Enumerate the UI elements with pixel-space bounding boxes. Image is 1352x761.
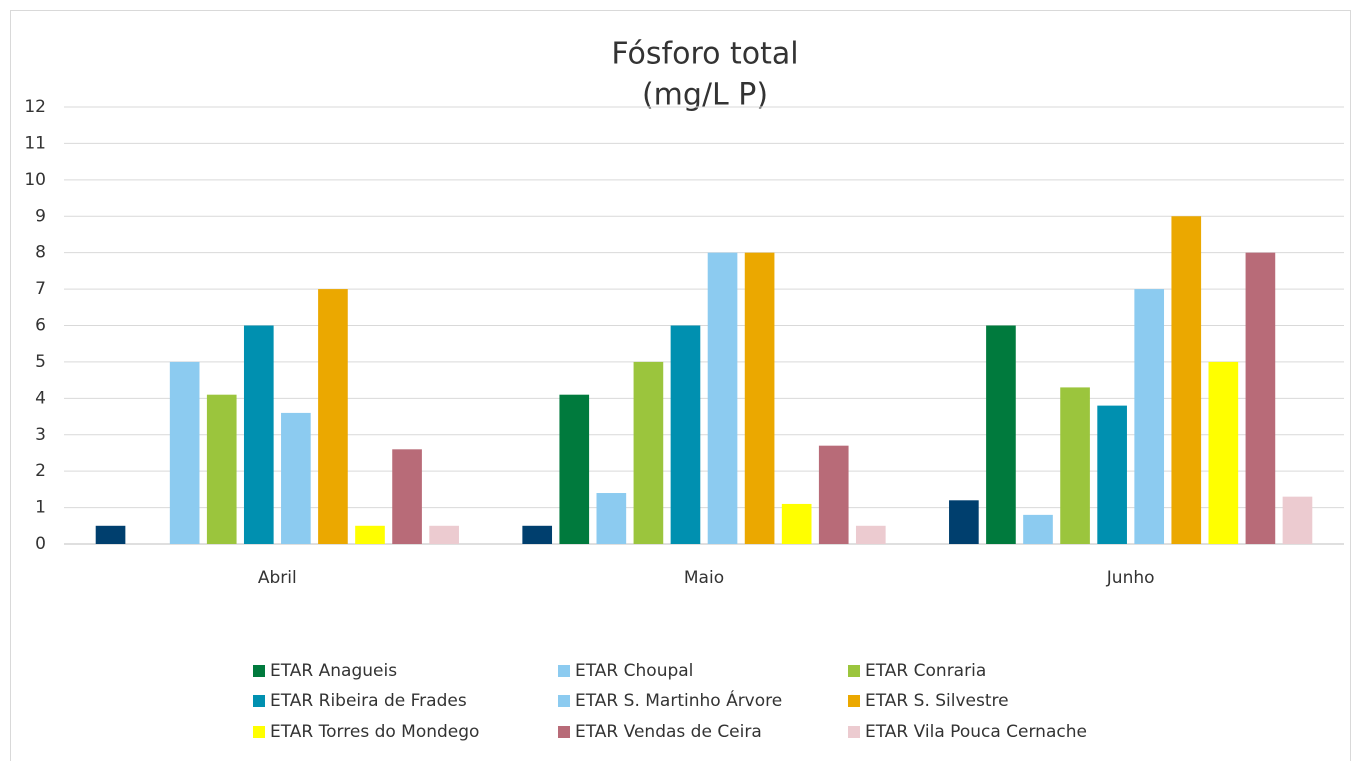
bar bbox=[949, 500, 979, 544]
bar bbox=[522, 525, 553, 544]
bar bbox=[707, 252, 738, 544]
y-tick-label: 10 bbox=[24, 170, 46, 190]
bar bbox=[818, 445, 849, 544]
legend-swatch bbox=[848, 695, 860, 707]
legend-label: ETAR Choupal bbox=[575, 661, 693, 681]
legend-label: ETAR Vila Pouca Cernache bbox=[865, 722, 1087, 742]
bar bbox=[95, 525, 126, 544]
bar bbox=[855, 525, 886, 544]
bar bbox=[1097, 405, 1127, 544]
y-tick-label: 8 bbox=[35, 243, 46, 263]
bar bbox=[670, 325, 701, 544]
y-tick-label: 2 bbox=[35, 461, 46, 481]
bar bbox=[596, 493, 627, 544]
x-tick-label: Abril bbox=[258, 568, 297, 588]
y-tick-label: 6 bbox=[35, 316, 46, 336]
bar bbox=[1171, 216, 1202, 544]
bar bbox=[1282, 496, 1313, 544]
bar bbox=[318, 289, 348, 544]
y-tick-label: 11 bbox=[24, 133, 46, 153]
bar bbox=[1023, 514, 1053, 544]
bar bbox=[355, 525, 385, 544]
bar bbox=[1208, 361, 1239, 544]
legend-swatch bbox=[253, 726, 265, 738]
y-tick-label: 0 bbox=[35, 534, 46, 554]
bar bbox=[243, 325, 274, 544]
y-tick-label: 3 bbox=[35, 425, 46, 445]
y-tick-label: 1 bbox=[35, 498, 46, 518]
bar bbox=[281, 412, 311, 544]
legend-swatch bbox=[253, 665, 265, 677]
legend-label: ETAR Torres do Mondego bbox=[270, 722, 479, 742]
legend-swatch bbox=[558, 695, 570, 707]
legend-label: ETAR Anagueis bbox=[270, 661, 397, 681]
legend-label: ETAR Conraria bbox=[865, 661, 986, 681]
x-tick-label: Junho bbox=[1106, 568, 1155, 588]
y-tick-label: 4 bbox=[35, 388, 46, 408]
legend-swatch bbox=[558, 665, 570, 677]
bar bbox=[206, 394, 237, 544]
bar bbox=[781, 503, 812, 544]
legend-label: ETAR Ribeira de Frades bbox=[270, 691, 467, 711]
x-tick-label: Maio bbox=[684, 568, 724, 588]
bar bbox=[392, 449, 422, 544]
chart-title: Fósforo total bbox=[611, 37, 798, 72]
bar bbox=[429, 525, 459, 544]
y-tick-label: 12 bbox=[24, 97, 46, 117]
y-tick-label: 7 bbox=[35, 279, 46, 299]
bar bbox=[559, 394, 590, 544]
legend-label: ETAR S. Silvestre bbox=[865, 691, 1009, 711]
bar bbox=[1060, 387, 1090, 544]
legend-swatch bbox=[848, 726, 860, 738]
legend-swatch bbox=[253, 695, 265, 707]
bar bbox=[169, 361, 200, 544]
legend-swatch bbox=[558, 726, 570, 738]
y-tick-label: 5 bbox=[35, 352, 46, 372]
bar bbox=[1245, 252, 1276, 544]
bar bbox=[744, 252, 775, 544]
bar bbox=[633, 361, 664, 544]
bar bbox=[986, 325, 1016, 544]
y-tick-label: 9 bbox=[35, 206, 46, 226]
legend-label: ETAR Vendas de Ceira bbox=[575, 722, 762, 742]
bar bbox=[1134, 289, 1165, 544]
legend-swatch bbox=[848, 665, 860, 677]
legend-label: ETAR S. Martinho Árvore bbox=[575, 689, 782, 711]
